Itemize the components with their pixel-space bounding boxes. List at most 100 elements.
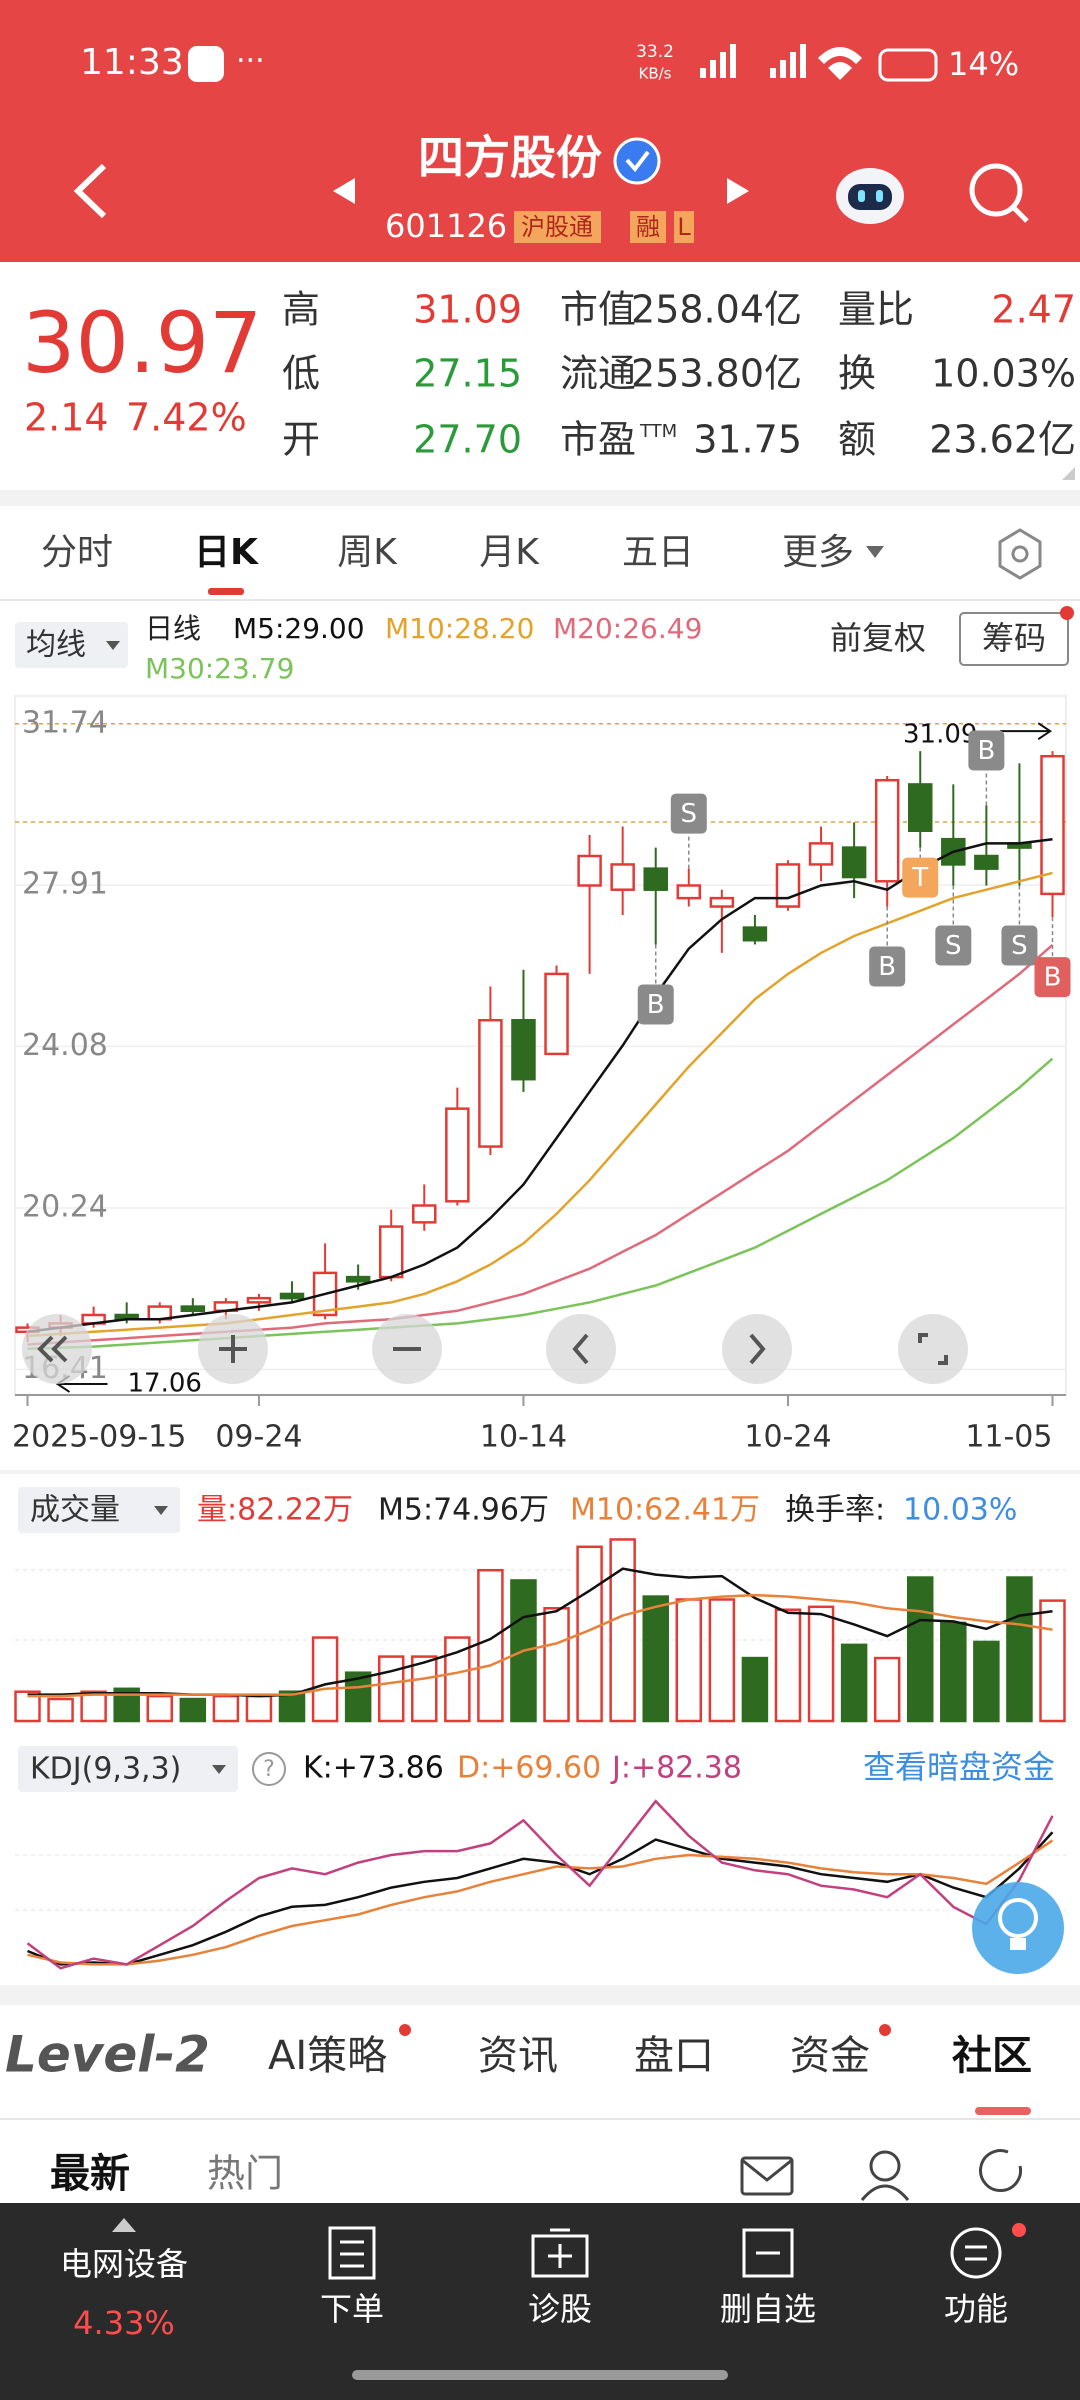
volume-bar	[1039, 1599, 1066, 1723]
robot-icon[interactable]	[836, 168, 904, 224]
help-icon[interactable]	[252, 1752, 286, 1786]
candle-body	[180, 1305, 206, 1313]
bottom-tab[interactable]: AI策略	[268, 2033, 387, 2079]
bottom-tab[interactable]: 资讯	[478, 2033, 558, 2079]
back-button[interactable]	[73, 163, 107, 219]
bottom-tab-active[interactable]: 社区	[952, 2033, 1032, 2079]
y-tick-label: 31.74	[22, 705, 108, 740]
period-tab[interactable]: 周K	[337, 532, 398, 573]
notice-dot	[1012, 2223, 1026, 2237]
volume-bar	[675, 1598, 703, 1723]
volume-bar	[245, 1694, 273, 1723]
sub-tab[interactable]: 热门	[207, 2152, 283, 2196]
chart-control[interactable]	[546, 1314, 616, 1384]
stat-label: 开	[282, 418, 320, 462]
sector-name[interactable]: 电网设备	[60, 2245, 188, 2283]
price-change: 2.14	[24, 396, 109, 440]
prev-stock[interactable]	[333, 178, 355, 204]
candle-body	[246, 1296, 272, 1304]
low-label: 17.06	[128, 1368, 202, 1398]
candle-body	[709, 896, 735, 908]
signal-badge	[1034, 957, 1071, 998]
user-icon[interactable]	[869, 2150, 901, 2182]
status-time: 11:33	[80, 42, 184, 83]
period-tab[interactable]: 更多	[782, 532, 854, 573]
nav-label[interactable]: 功能	[944, 2290, 1008, 2328]
volume-button-bg[interactable]	[18, 1487, 180, 1533]
dropdown-arrow	[106, 641, 120, 650]
dark-pool-link[interactable]: 查看暗盘资金	[863, 1748, 1055, 1786]
chart-control[interactable]	[898, 1314, 968, 1384]
x-tick-label: 09-24	[215, 1420, 302, 1455]
signal-label: B	[1044, 963, 1062, 993]
chips-button[interactable]: 筹码	[982, 619, 1046, 657]
stock-name: 四方股份	[418, 131, 602, 185]
chart-control-icon	[572, 1333, 589, 1365]
period-tab[interactable]: 月K	[479, 532, 540, 573]
volume-bar	[609, 1538, 636, 1723]
volume-bar	[344, 1671, 372, 1723]
candle-body	[478, 1018, 503, 1148]
bottom-nav: 下单 诊股 删自选 功能	[320, 2223, 1026, 2328]
period-tab-active[interactable]: 日K	[194, 532, 259, 573]
ma-legend: M30:23.79	[145, 652, 294, 685]
settings-icon[interactable]	[998, 528, 1042, 580]
bottom-tab[interactable]: Level-2	[5, 2026, 210, 2084]
status-more: ···	[236, 44, 265, 79]
y-tick-label: 27.91	[22, 867, 108, 902]
signal-label: S	[681, 799, 698, 829]
ma-button[interactable]: 均线	[26, 628, 86, 663]
ma-button-bg[interactable]	[15, 622, 128, 668]
volume-bar	[212, 1694, 240, 1723]
search-handle	[1011, 205, 1029, 223]
nav-icon[interactable]	[742, 2228, 794, 2278]
notice-dot	[1060, 606, 1074, 620]
candle-body	[279, 1292, 305, 1300]
dropdown-arrow	[866, 546, 884, 558]
kdj-button[interactable]: KDJ(9,3,3)	[30, 1752, 181, 1787]
volume-bar	[377, 1655, 405, 1723]
adjust-mode[interactable]: 前复权	[830, 619, 926, 657]
signal-badge	[968, 730, 1005, 771]
status-app-icon	[188, 46, 224, 82]
nav-icon[interactable]	[531, 2228, 589, 2278]
next-stock[interactable]	[727, 178, 749, 204]
chart-control[interactable]	[722, 1314, 792, 1384]
help-mark: ?	[263, 1757, 275, 1782]
period-tab[interactable]: 五日	[622, 532, 694, 573]
signal-label: B	[878, 952, 896, 982]
stat-value: 2.47	[991, 288, 1076, 332]
search-button[interactable]	[969, 163, 1023, 217]
signal-badge	[902, 857, 939, 898]
volume-bar	[906, 1576, 934, 1723]
kdj-button-bg[interactable]	[18, 1746, 238, 1792]
bulb-button[interactable]	[972, 1882, 1064, 1974]
period-tabs: 分时 日K 周K 月K 五日 更多	[41, 532, 884, 595]
y-tick-label: 24.08	[22, 1028, 108, 1063]
nav-icon[interactable]	[328, 2226, 376, 2280]
home-indicator	[352, 2370, 728, 2380]
signal-label: B	[977, 736, 995, 766]
chips-button-bg[interactable]	[959, 612, 1069, 666]
stat-label: 市值	[560, 288, 636, 332]
signal-label: B	[647, 990, 665, 1020]
mail-icon[interactable]	[740, 2156, 794, 2196]
volume-button[interactable]: 成交量	[30, 1493, 120, 1528]
nav-label[interactable]: 下单	[320, 2290, 384, 2328]
refresh-icon[interactable]	[979, 2149, 1023, 2193]
bottom-tab[interactable]: 资金	[790, 2033, 870, 2079]
nav-label[interactable]: 诊股	[528, 2290, 592, 2328]
notice-dot	[879, 2024, 891, 2036]
tag: 沪股通	[521, 213, 593, 241]
expand-corner[interactable]	[1062, 467, 1075, 480]
nav-icon[interactable]	[950, 2227, 1002, 2279]
nav-label[interactable]: 删自选	[720, 2290, 816, 2328]
volume-ma-line	[27, 1593, 1053, 1698]
chart-control[interactable]	[22, 1314, 92, 1384]
period-tab[interactable]: 分时	[41, 532, 113, 573]
kdj-legend: D:+69.60	[457, 1751, 601, 1786]
stat-value: 31.75	[693, 418, 802, 462]
bottom-tab[interactable]: 盘口	[634, 2033, 714, 2079]
sub-tab-active[interactable]: 最新	[50, 2151, 130, 2197]
